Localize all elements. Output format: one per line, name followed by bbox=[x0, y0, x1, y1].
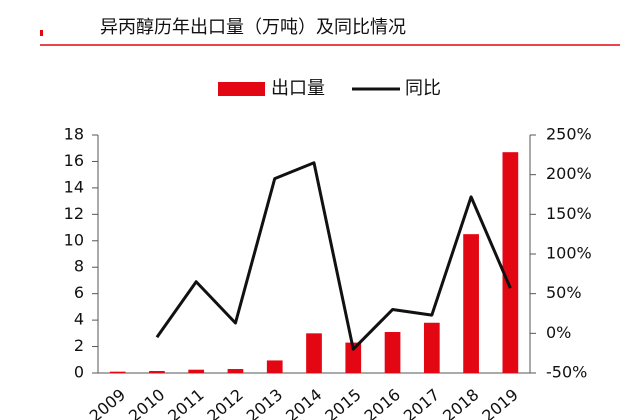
bar bbox=[306, 333, 322, 373]
x-tick-label: 2016 bbox=[361, 385, 404, 420]
title-marker bbox=[40, 30, 43, 36]
y2-tick-label: 0% bbox=[546, 323, 571, 342]
bar bbox=[384, 332, 401, 373]
x-tick-label: 2018 bbox=[439, 385, 482, 420]
y-tick-label: 6 bbox=[74, 283, 84, 302]
x-tick-label: 2009 bbox=[86, 385, 129, 420]
x-tick-label: 2015 bbox=[321, 385, 364, 420]
x-tick-label: 2012 bbox=[204, 385, 247, 420]
bar bbox=[266, 360, 283, 373]
x-tick-label: 2019 bbox=[478, 385, 521, 420]
y2-tick-label: 250% bbox=[546, 125, 592, 144]
x-tick-label: 2010 bbox=[125, 385, 168, 420]
y-tick-label: 8 bbox=[74, 257, 84, 276]
bar bbox=[423, 322, 440, 373]
y-tick-label: 2 bbox=[74, 336, 84, 355]
y-tick-label: 18 bbox=[64, 125, 84, 144]
y-tick-label: 14 bbox=[64, 177, 84, 196]
bar bbox=[345, 342, 362, 373]
y2-tick-label: 200% bbox=[546, 164, 592, 183]
legend-swatch bbox=[218, 82, 265, 96]
legend-label: 同比 bbox=[405, 78, 441, 99]
y-tick-label: 12 bbox=[64, 204, 84, 223]
bar bbox=[463, 234, 479, 373]
x-tick-label: 2014 bbox=[282, 385, 325, 420]
y2-tick-label: 150% bbox=[546, 204, 592, 223]
y-tick-label: 16 bbox=[64, 151, 84, 170]
x-tick-label: 2011 bbox=[164, 385, 207, 420]
y2-tick-label: 50% bbox=[546, 283, 582, 302]
y2-tick-label: 100% bbox=[546, 244, 592, 263]
y-tick-label: 4 bbox=[74, 310, 84, 329]
y-tick-label: 10 bbox=[64, 230, 84, 249]
x-tick-label: 2013 bbox=[243, 385, 286, 420]
line bbox=[155, 161, 512, 351]
chart-title: 异丙醇历年出口量（万吨）及同比情况 bbox=[100, 17, 406, 38]
bar bbox=[188, 369, 205, 373]
y-tick-label: 0 bbox=[74, 363, 84, 382]
bar bbox=[109, 371, 126, 373]
bar bbox=[149, 371, 165, 373]
y2-tick-label: -50% bbox=[546, 363, 587, 382]
bar bbox=[227, 369, 244, 373]
legend-label: 出口量 bbox=[271, 78, 325, 99]
bar bbox=[502, 152, 519, 373]
x-tick-label: 2017 bbox=[400, 385, 443, 420]
